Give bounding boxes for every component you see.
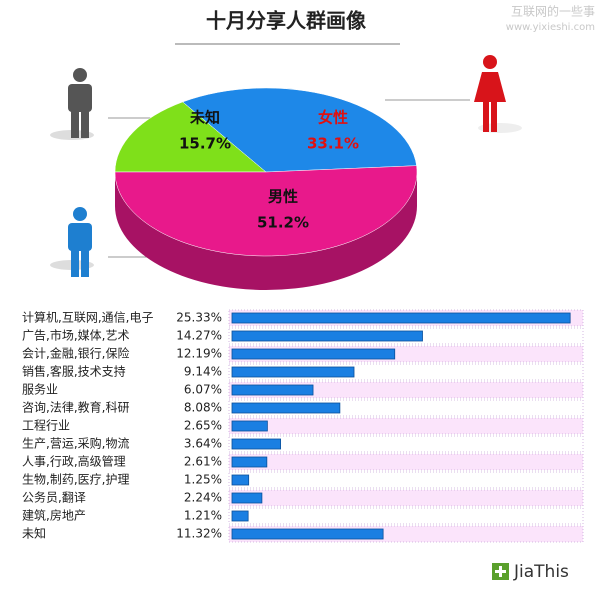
bar [231, 330, 423, 342]
category-label: 公务员,翻译 [22, 490, 86, 505]
slice-value-label: 15.7% [179, 135, 231, 153]
bar [231, 384, 314, 396]
slice-label: 女性 [318, 109, 348, 127]
icon-male [50, 207, 94, 277]
slice-value-label: 33.1% [307, 135, 359, 153]
bar [231, 402, 341, 414]
category-label: 未知 [22, 527, 46, 541]
value-label: 14.27% [176, 329, 222, 343]
bar-track [228, 417, 584, 435]
value-label: 11.32% [176, 527, 222, 541]
bar [231, 492, 263, 504]
value-label: 2.24% [184, 491, 222, 505]
pie [114, 87, 418, 290]
value-label: 1.21% [184, 509, 222, 523]
pie-slice [114, 101, 267, 173]
slice-value-label: 51.2% [257, 214, 309, 232]
value-label: 9.14% [184, 365, 222, 379]
bar-track [228, 489, 584, 507]
pie-slice [114, 165, 418, 257]
category-label: 服务业 [22, 382, 58, 397]
value-label: 6.07% [184, 383, 222, 397]
bar-track [228, 471, 584, 489]
watermark-url: www.yixieshi.com [506, 22, 595, 33]
category-label: 人事,行政,高级管理 [22, 454, 126, 469]
bar [231, 438, 281, 450]
bar-track [228, 453, 584, 471]
category-label: 建筑,房地产 [22, 508, 86, 523]
slice-label: 男性 [268, 188, 298, 206]
value-label: 2.65% [184, 419, 222, 433]
bar [231, 456, 268, 468]
value-label: 2.61% [184, 455, 222, 469]
bar [231, 348, 396, 360]
category-label: 生产,营运,采购,物流 [22, 436, 129, 451]
value-label: 25.33% [176, 311, 222, 325]
category-label: 生物,制药,医疗,护理 [22, 473, 129, 487]
watermark-title: 互联网的一些事 [511, 4, 595, 19]
icon-unknown [50, 68, 94, 140]
slice-label: 未知 [189, 109, 220, 127]
category-label: 销售,客服,技术支持 [22, 364, 126, 379]
bar [231, 510, 249, 522]
category-label: 工程行业 [22, 418, 70, 433]
value-label: 12.19% [176, 347, 222, 361]
bar [231, 366, 355, 378]
bar [231, 528, 384, 540]
pie-side [115, 172, 417, 290]
logo-text: JiaThis [513, 562, 569, 582]
bar-track [228, 507, 584, 525]
category-label: 计算机,互联网,通信,电子 [22, 310, 153, 325]
chart-title: 十月分享人群画像 [206, 9, 367, 33]
value-label: 1.25% [184, 473, 222, 487]
bar-track [228, 381, 584, 399]
bar [231, 312, 571, 324]
category-label: 广告,市场,媒体,艺术 [22, 328, 129, 343]
logo: JiaThis [492, 562, 569, 582]
category-label: 咨询,法律,教育,科研 [22, 400, 129, 415]
bar [231, 420, 268, 432]
bar-track [228, 435, 584, 453]
icon-female [474, 55, 522, 133]
value-label: 3.64% [184, 437, 222, 451]
value-label: 8.08% [184, 401, 222, 415]
category-label: 会计,金融,银行,保险 [22, 346, 129, 361]
bar [231, 474, 250, 486]
pie-slice [182, 87, 417, 173]
